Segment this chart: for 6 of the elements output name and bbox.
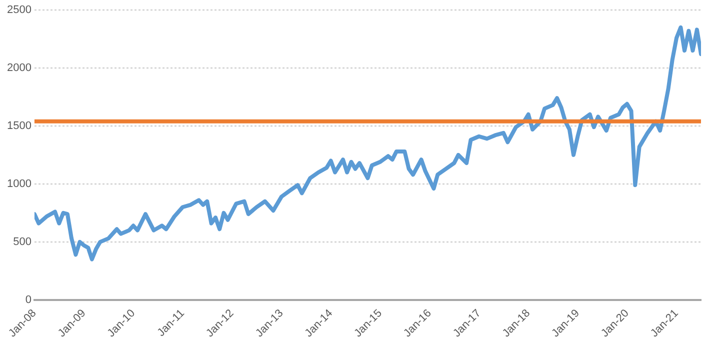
- y-tick-label: 2000: [6, 62, 32, 74]
- y-tick-label: 2500: [6, 4, 32, 16]
- y-tick-label: 1500: [6, 120, 32, 132]
- y-tick-label: 1000: [6, 178, 32, 190]
- y-tick-label: 500: [13, 236, 32, 248]
- y-tick-label: 0: [25, 294, 32, 306]
